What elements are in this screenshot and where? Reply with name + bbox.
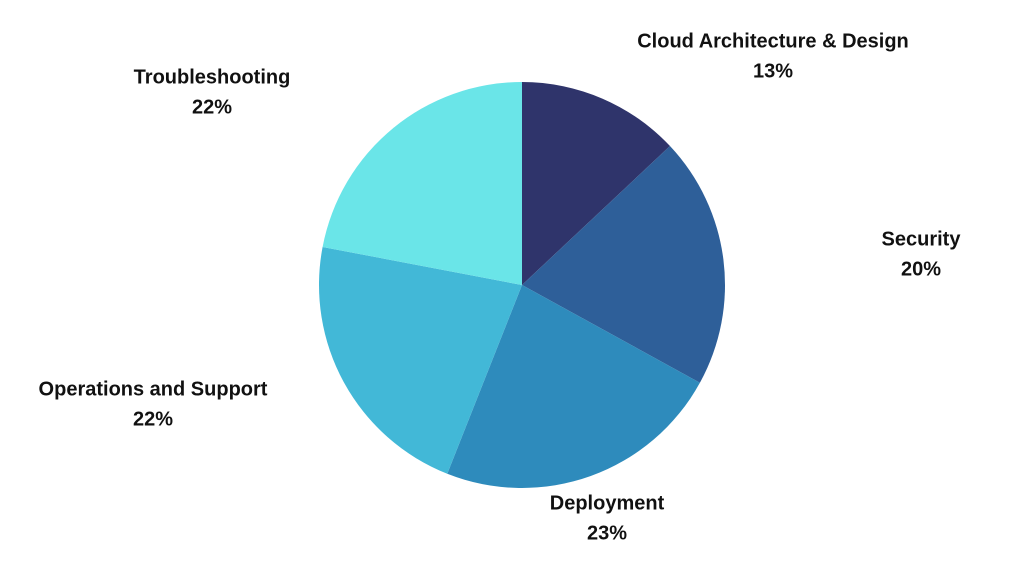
slice-value-label: 23% [587,522,627,544]
pie-slice [522,146,725,383]
pie-slice [522,82,670,285]
slice-value-label: 20% [901,258,941,280]
pie-slice [447,285,700,488]
pie-slice [322,82,522,285]
slice-label: Cloud Architecture & Design [637,30,909,52]
slice-label: Deployment [550,492,665,514]
slice-label: Troubleshooting [134,66,291,88]
slice-value-label: 22% [133,408,173,430]
slice-value-label: 13% [753,60,793,82]
slice-label: Security [882,228,962,250]
slice-label: Operations and Support [39,378,268,400]
slice-value-label: 22% [192,96,232,118]
pie-slice [319,246,522,474]
